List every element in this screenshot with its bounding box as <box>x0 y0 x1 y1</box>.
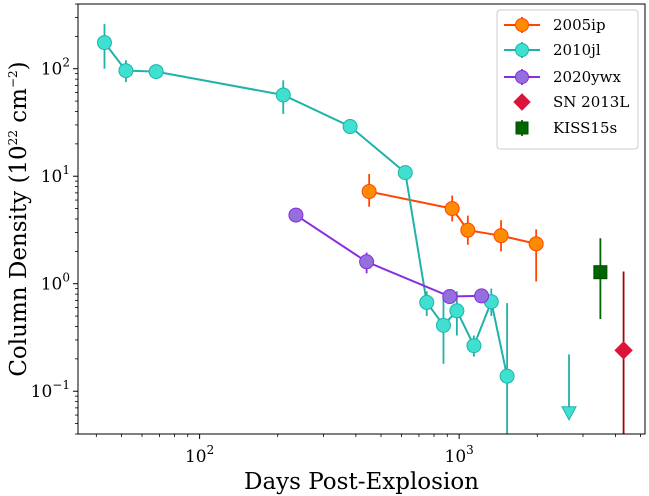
x-tick-label: 103 <box>445 443 474 467</box>
series-sn2013l <box>614 271 633 434</box>
data-point-2010jl <box>342 119 358 135</box>
data-point-2010jl <box>118 63 134 79</box>
data-point-2010jl <box>419 294 435 310</box>
legend-entry-2010jl: 2010jl <box>504 41 601 59</box>
legend-marker-2005ip <box>515 18 529 32</box>
data-point-2010jl <box>435 317 451 333</box>
legend-label-2020ywx: 2020ywx <box>553 68 621 86</box>
y-tick-label: 101 <box>41 163 70 187</box>
axes: 102 103 10−1 100 101 102 <box>31 3 641 467</box>
series-2020ywx <box>288 207 490 305</box>
legend-label-kiss15s: KISS15s <box>553 119 617 137</box>
series-line-2020ywx <box>295 214 482 298</box>
data-point-2010jl <box>148 64 164 80</box>
series-2005ip <box>361 173 544 282</box>
legend-entry-2020ywx: 2020ywx <box>504 68 621 86</box>
y-axis-label: Column Density (1022 cm−2) <box>6 61 32 376</box>
data-point-2005ip <box>528 236 544 252</box>
data-point-2010jl <box>499 368 515 384</box>
data-point-2010jl <box>397 165 413 181</box>
series-kiss15s <box>593 238 608 319</box>
y-tick-label: 10−1 <box>31 378 70 402</box>
plot-area <box>96 24 633 434</box>
y-tick-label: 102 <box>41 56 70 80</box>
x-axis-label: Days Post-Explosion <box>244 469 479 495</box>
data-point-2005ip <box>444 201 460 217</box>
legend-entry-sn2013l: SN 2013L <box>513 93 629 111</box>
legend-marker-2010jl <box>515 43 529 57</box>
data-point-2010jl <box>466 338 482 354</box>
data-point-2010jl <box>275 87 291 103</box>
data-point-2010jl <box>449 303 465 319</box>
legend-marker-kiss15s <box>515 121 529 135</box>
y-tick-label: 100 <box>41 271 70 295</box>
legend-entry-kiss15s: KISS15s <box>515 119 617 137</box>
upper-limit-marker-2010jl <box>561 406 577 421</box>
data-point-2005ip <box>361 184 377 200</box>
legend-label-2010jl: 2010jl <box>553 41 601 59</box>
legend-label-2005ip: 2005ip <box>553 16 606 34</box>
data-point-2010jl <box>96 35 112 51</box>
data-point-2020ywx <box>288 207 304 223</box>
legend-entry-2005ip: 2005ip <box>504 16 606 34</box>
data-point-2020ywx <box>474 288 490 304</box>
legend: 2005ip 2010jl 2020ywx SN 2013L KISS15s <box>496 9 639 150</box>
data-point-2005ip <box>493 228 509 244</box>
data-point-kiss15s <box>593 265 608 280</box>
x-tick-label: 102 <box>185 443 214 467</box>
data-point-sn2013l <box>614 341 633 360</box>
legend-label-sn2013l: SN 2013L <box>553 93 629 111</box>
legend-frame <box>496 9 639 150</box>
legend-marker-sn2013l <box>513 93 531 111</box>
data-point-2005ip <box>460 222 476 238</box>
data-point-2020ywx <box>359 254 375 270</box>
legend-marker-2020ywx <box>515 70 529 84</box>
data-point-2020ywx <box>442 289 458 305</box>
